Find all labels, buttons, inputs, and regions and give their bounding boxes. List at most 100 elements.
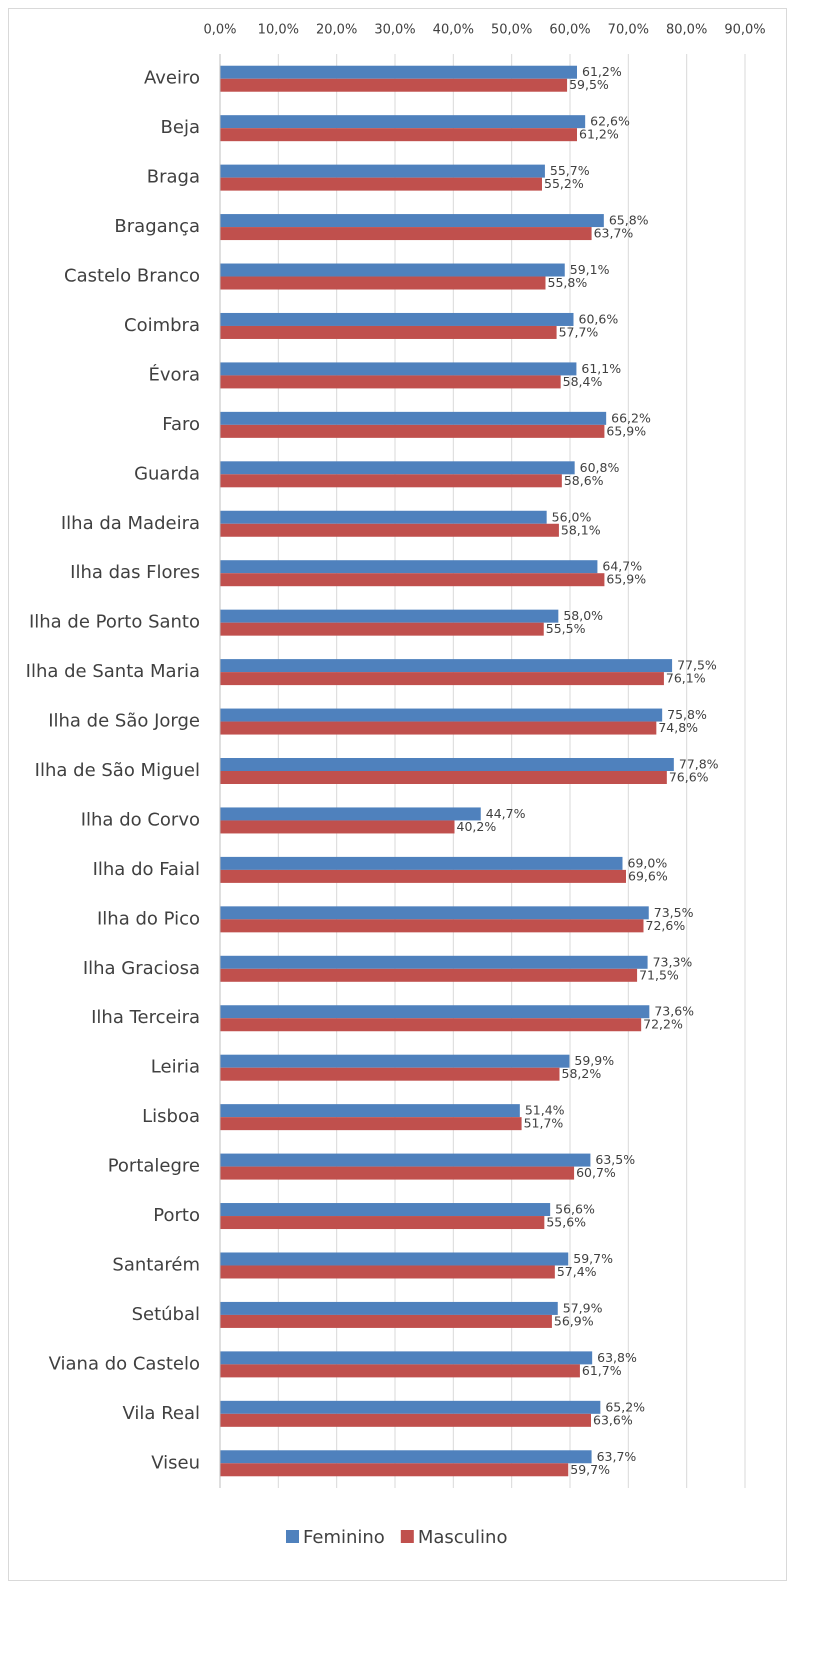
- data-label: 76,6%: [669, 770, 709, 785]
- bar: [220, 919, 644, 933]
- bar: [220, 510, 547, 524]
- data-label: 58,6%: [564, 473, 604, 488]
- bar: [220, 1314, 552, 1328]
- data-label: 55,6%: [546, 1215, 586, 1230]
- data-label: 69,6%: [628, 868, 668, 883]
- data-label: 44,7%: [486, 806, 526, 821]
- bar: [220, 1117, 522, 1131]
- data-label: 64,7%: [602, 559, 642, 574]
- data-label: 56,9%: [554, 1313, 594, 1328]
- bar: [220, 164, 545, 178]
- legend-swatch: [286, 1530, 299, 1543]
- bar: [220, 622, 544, 636]
- bar: [220, 312, 574, 326]
- bar: [220, 1450, 592, 1464]
- data-label: 58,1%: [561, 522, 601, 537]
- bar: [220, 411, 607, 425]
- x-tick-label: 40,0%: [433, 23, 474, 38]
- data-label: 60,6%: [579, 311, 619, 326]
- bar: [220, 375, 561, 389]
- bar: [220, 263, 565, 277]
- bar: [220, 721, 657, 735]
- y-tick-label: Beja: [161, 117, 200, 138]
- y-tick-label: Ilha do Pico: [97, 908, 200, 929]
- data-label: 61,7%: [582, 1363, 622, 1378]
- data-label: 77,8%: [679, 757, 719, 772]
- y-tick-label: Leiria: [151, 1057, 200, 1078]
- chart-frame: [8, 8, 787, 1581]
- y-tick-label: Castelo Branco: [64, 266, 200, 287]
- x-tick-label: 10,0%: [258, 23, 299, 38]
- data-label: 65,2%: [605, 1399, 645, 1414]
- y-tick-label: Viana do Castelo: [49, 1353, 200, 1374]
- x-tick-label: 70,0%: [608, 23, 649, 38]
- data-label: 40,2%: [457, 819, 497, 834]
- data-label: 77,5%: [677, 658, 717, 673]
- bar: [220, 1265, 555, 1279]
- bar: [220, 807, 481, 821]
- data-label: 62,6%: [590, 114, 630, 129]
- bar: [220, 1351, 593, 1365]
- bar: [220, 78, 568, 92]
- data-label: 55,2%: [544, 176, 584, 191]
- bar: [220, 672, 664, 686]
- y-tick-label: Setúbal: [132, 1304, 200, 1325]
- y-tick-label: Lisboa: [142, 1106, 200, 1127]
- data-label: 59,5%: [569, 77, 609, 92]
- data-label: 58,4%: [563, 374, 603, 389]
- y-tick-label: Ilha do Faial: [93, 859, 200, 880]
- data-label: 63,5%: [595, 1152, 635, 1167]
- data-label: 58,2%: [562, 1066, 602, 1081]
- data-label: 73,3%: [653, 954, 693, 969]
- data-label: 56,6%: [555, 1202, 595, 1217]
- data-label: 72,2%: [643, 1017, 683, 1032]
- data-label: 74,8%: [658, 720, 698, 735]
- legend-label: Masculino: [418, 1527, 508, 1548]
- data-label: 56,0%: [552, 509, 592, 524]
- bar: [220, 65, 577, 79]
- x-tick-label: 90,0%: [724, 23, 765, 38]
- data-label: 73,6%: [654, 1004, 694, 1019]
- bar: [220, 968, 638, 982]
- legend-label: Feminino: [303, 1527, 385, 1548]
- data-label: 57,9%: [563, 1300, 603, 1315]
- data-label: 61,2%: [582, 64, 622, 79]
- y-tick-label: Aveiro: [144, 68, 200, 89]
- y-tick-label: Coimbra: [124, 315, 200, 336]
- y-tick-label: Ilha de São Jorge: [48, 711, 200, 732]
- bar: [220, 1153, 591, 1167]
- y-tick-label: Guarda: [134, 463, 200, 484]
- y-tick-label: Ilha de Santa Maria: [26, 661, 200, 682]
- data-label: 65,9%: [606, 572, 646, 587]
- y-tick-label: Bragança: [114, 216, 200, 237]
- bar: [220, 758, 674, 771]
- bar: [220, 869, 626, 883]
- data-label: 59,1%: [570, 262, 610, 277]
- bar: [220, 1104, 520, 1118]
- data-label: 55,8%: [548, 275, 588, 290]
- bar: [220, 1413, 591, 1427]
- y-tick-label: Faro: [162, 414, 200, 435]
- bar: [220, 1166, 575, 1180]
- x-tick-label: 20,0%: [316, 23, 357, 38]
- data-label: 63,7%: [594, 226, 634, 241]
- bar: [220, 560, 598, 574]
- bar: [220, 276, 546, 290]
- data-label: 59,7%: [573, 1251, 613, 1266]
- bar: [220, 362, 577, 376]
- y-tick-label: Ilha da Madeira: [61, 513, 200, 534]
- x-tick-label: 30,0%: [374, 23, 415, 38]
- data-label: 63,7%: [597, 1449, 637, 1464]
- data-label: 72,6%: [646, 918, 686, 933]
- y-tick-label: Évora: [149, 363, 200, 385]
- bar: [220, 128, 577, 142]
- bar: [220, 1301, 558, 1315]
- data-label: 59,7%: [570, 1462, 610, 1477]
- data-label: 69,0%: [628, 855, 668, 870]
- y-tick-label: Ilha Graciosa: [83, 958, 200, 979]
- bar: [220, 708, 663, 722]
- x-tick-label: 0,0%: [203, 23, 236, 38]
- data-label: 57,7%: [559, 324, 599, 339]
- y-tick-label: Ilha das Flores: [70, 562, 200, 583]
- bar: [220, 1216, 545, 1230]
